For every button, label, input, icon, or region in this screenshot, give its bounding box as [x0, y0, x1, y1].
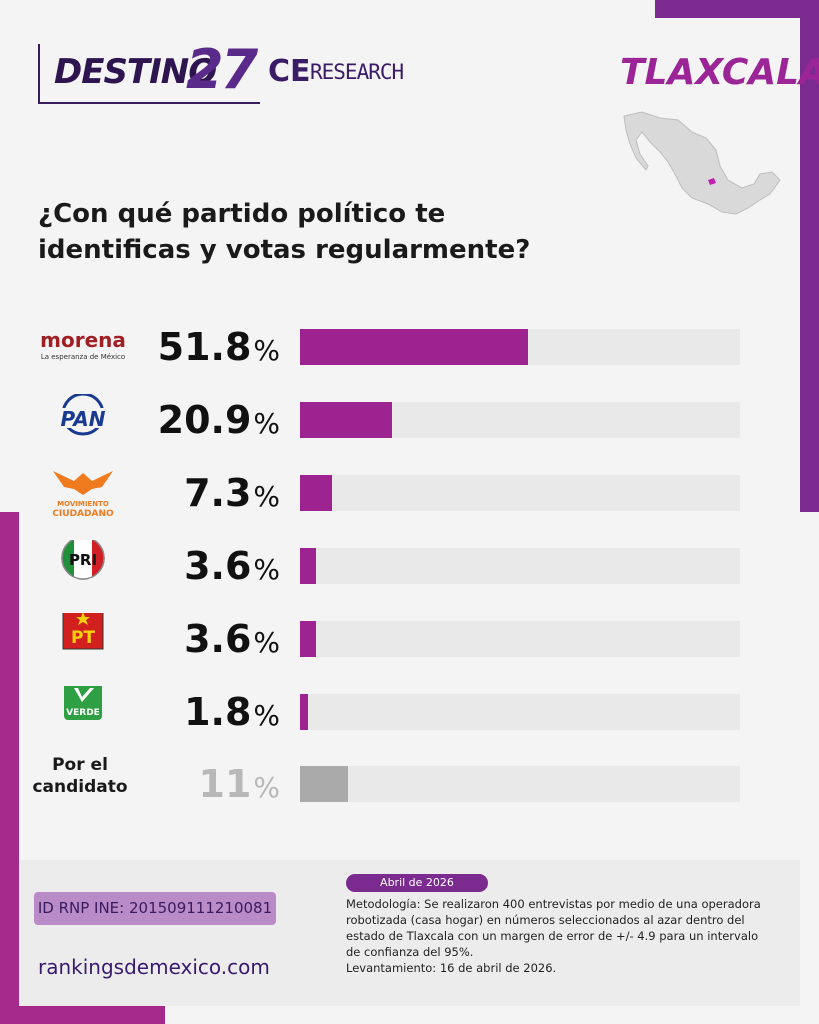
bar-row-verde: VERDE 1.8%	[0, 686, 819, 734]
percent-sign: %	[253, 480, 280, 513]
value-label-morena: 51.8%	[150, 325, 280, 369]
bar-track	[300, 402, 740, 438]
percent-sign: %	[253, 699, 280, 732]
value-number: 1.8	[184, 690, 252, 734]
value-label-pan: 20.9%	[150, 398, 280, 442]
brand-destino: DESTINO	[54, 52, 217, 92]
state-title: TLAXCALA	[620, 52, 819, 93]
percent-sign: %	[253, 553, 280, 586]
bar-pan	[300, 402, 392, 438]
percent-sign: %	[253, 626, 280, 659]
value-number: 11	[198, 762, 252, 806]
bar-pri	[300, 548, 316, 584]
value-number: 3.6	[184, 544, 252, 588]
bar-verde	[300, 694, 308, 730]
bar-track	[300, 475, 740, 511]
bar-track	[300, 548, 740, 584]
bar-mc	[300, 475, 333, 511]
brand-research: RESEARCH	[310, 60, 404, 84]
value-number: 3.6	[184, 617, 252, 661]
morena-logo-icon: morena La esperanza de México	[40, 328, 126, 361]
pri-logo-text: PRI	[69, 551, 97, 569]
value-number: 51.8	[157, 325, 252, 369]
pan-logo-icon: PAN	[54, 394, 112, 436]
bar-track	[300, 766, 740, 802]
value-number: 7.3	[184, 471, 252, 515]
survey-date: Levantamiento: 16 de abril de 2026.	[346, 961, 557, 975]
bar-morena	[300, 329, 528, 365]
mexico-map-icon	[623, 111, 781, 215]
percent-sign: %	[253, 771, 280, 804]
pt-logo-icon: PT	[62, 613, 104, 650]
rnp-badge: ID RNP INE: 201509111210081	[34, 892, 276, 925]
verde-logo-text: VERDE	[66, 708, 100, 718]
mc-logo-line2: CIUDADANO	[52, 509, 114, 519]
bar-row-pt: PT 3.6%	[0, 613, 819, 661]
value-label-mc: 7.3%	[150, 471, 280, 515]
bar-row-pan: PAN 20.9%	[0, 394, 819, 442]
question-title: ¿Con qué partido político te identificas…	[38, 199, 531, 265]
brand-frame	[38, 44, 260, 104]
bar-pt	[300, 621, 316, 657]
value-number: 20.9	[157, 398, 252, 442]
pri-logo-icon: PRI	[61, 540, 105, 580]
frame-left	[0, 512, 19, 1024]
bar-candidato	[300, 766, 349, 802]
mc-eagle-logo-icon: MOVIMIENTO CIUDADANO	[52, 471, 114, 519]
methodology-paragraph: Metodología: Se realizaron 400 entrevist…	[346, 897, 761, 959]
pan-logo-text: PAN	[60, 407, 105, 431]
pt-logo-text: PT	[71, 628, 95, 648]
brand-ce: CE	[268, 54, 311, 89]
bar-row-morena: morena La esperanza de México 51.8%	[0, 325, 819, 369]
value-label-candidato: 11%	[150, 762, 281, 806]
candidato-label: Por el candidato	[32, 755, 128, 797]
frame-top-right	[655, 0, 819, 18]
morena-logo-name: morena	[40, 328, 126, 352]
date-badge: Abril de 2026	[346, 874, 488, 892]
percent-sign: %	[253, 407, 280, 440]
percent-sign: %	[253, 334, 280, 367]
frame-right	[800, 0, 819, 512]
bar-track	[300, 621, 740, 657]
value-label-pt: 3.6%	[150, 617, 280, 661]
methodology-text: Metodología: Se realizaron 400 entrevist…	[346, 896, 776, 976]
frame-bottom-left	[0, 1006, 165, 1024]
bar-row-candidato: Por el candidato 11%	[0, 755, 819, 806]
morena-logo-tagline: La esperanza de México	[41, 353, 125, 361]
verde-toucan-logo-icon: VERDE	[64, 686, 102, 720]
bar-track	[300, 694, 740, 730]
bar-row-mc: MOVIMIENTO CIUDADANO 7.3%	[0, 471, 819, 519]
website-link[interactable]: rankingsdemexico.com	[38, 955, 270, 979]
mc-logo-line1: MOVIMIENTO	[57, 500, 109, 508]
bar-track	[300, 329, 740, 365]
value-label-verde: 1.8%	[150, 690, 280, 734]
brand-27: 27	[186, 38, 258, 101]
bar-row-pri: PRI 3.6%	[0, 540, 819, 588]
value-label-pri: 3.6%	[150, 544, 280, 588]
